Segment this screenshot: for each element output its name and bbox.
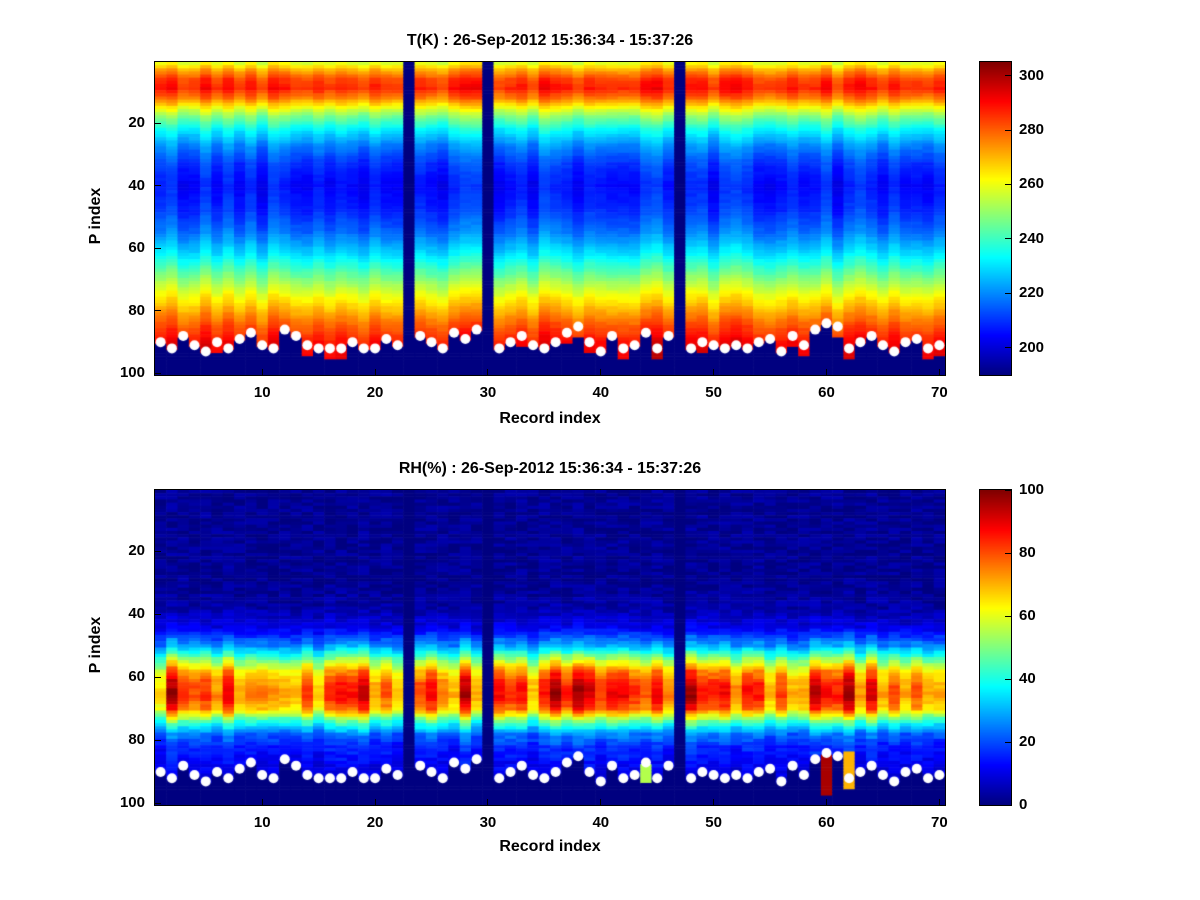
colorbar-tick-mark (1005, 292, 1011, 294)
y-tick-label: 20 (128, 114, 145, 132)
colorbar-tick-mark (1005, 238, 1011, 240)
y-tick-mark (155, 122, 161, 124)
colorbar-tick-mark (1005, 741, 1011, 743)
y-tick-label: 60 (128, 239, 145, 257)
colorbar-tick-label: 100 (1019, 481, 1045, 498)
colorbar-tick-mark (1005, 347, 1011, 349)
y-tick-label: 20 (128, 542, 145, 560)
y-tick-label: 40 (128, 176, 145, 194)
colorbar-tick-label: 220 (1019, 284, 1045, 302)
y-tick-mark (155, 372, 161, 374)
x-tick-label: 60 (818, 384, 835, 401)
x-tick-label: 50 (705, 384, 722, 401)
x-tick-label: 20 (366, 384, 384, 401)
colorbar-tick-mark (1005, 129, 1011, 131)
colorbar-tick-mark (1005, 489, 1011, 491)
colorbar-tick-mark (1005, 183, 1011, 185)
y-tick-mark (155, 550, 161, 552)
colorbar-tick-label: 260 (1019, 175, 1045, 193)
y-tick-mark (155, 739, 161, 741)
x-tick-label: 60 (818, 814, 835, 831)
x-tick-label: 70 (931, 814, 948, 831)
x-axis-label-humidity: Record index (499, 838, 601, 855)
humidity-heatmap-canvas (154, 489, 946, 806)
x-tick-mark (713, 799, 715, 805)
x-tick-mark (374, 369, 376, 375)
colorbar-tick-label: 40 (1019, 670, 1036, 687)
plot-title-humidity: RH(%) : 26-Sep-2012 15:36:34 - 15:37:26 (398, 460, 702, 477)
colorbar-tick-label: 280 (1019, 121, 1045, 139)
x-tick-label: 30 (479, 384, 497, 401)
x-tick-mark (261, 799, 263, 805)
colorbar-tick-mark (1005, 75, 1011, 77)
colorbar-tick-mark (1005, 615, 1011, 617)
x-tick-mark (600, 799, 602, 805)
temperature-colorbar (979, 61, 1012, 376)
y-tick-mark (155, 676, 161, 678)
x-tick-label: 30 (479, 814, 497, 831)
x-tick-label: 50 (705, 814, 722, 831)
x-tick-mark (938, 799, 940, 805)
plot-title-temperature: T(K) : 26-Sep-2012 15:36:34 - 15:37:26 (406, 32, 694, 49)
colorbar-tick-label: 60 (1019, 607, 1036, 624)
x-tick-mark (826, 369, 827, 375)
x-tick-label: 20 (366, 814, 384, 831)
y-tick-mark (155, 247, 161, 249)
y-tick-label: 80 (128, 731, 145, 749)
y-tick-label: 40 (128, 605, 145, 623)
humidity-colorbar (979, 489, 1012, 806)
y-tick-mark (155, 310, 161, 312)
y-tick-mark (155, 802, 161, 804)
colorbar-tick-label: 240 (1019, 229, 1045, 247)
x-tick-mark (826, 799, 827, 805)
colorbar-tick-label: 200 (1019, 338, 1045, 356)
y-tick-label: 100 (119, 794, 145, 812)
y-tick-label: 80 (128, 301, 145, 319)
y-tick-label: 100 (119, 364, 145, 382)
x-tick-label: 10 (253, 384, 271, 401)
colorbar-tick-mark (1005, 552, 1011, 554)
x-tick-label: 40 (592, 384, 610, 401)
x-tick-mark (374, 799, 376, 805)
x-tick-label: 40 (592, 814, 610, 831)
colorbar-tick-label: 80 (1019, 544, 1036, 561)
colorbar-tick-mark (1005, 804, 1011, 806)
x-tick-mark (261, 369, 263, 375)
x-tick-label: 10 (253, 814, 271, 831)
colorbar-tick-label: 300 (1019, 66, 1045, 84)
colorbar-tick-label: 0 (1019, 796, 1028, 813)
colorbar-tick-mark (1005, 678, 1011, 680)
x-tick-mark (938, 369, 940, 375)
x-tick-label: 70 (931, 384, 948, 401)
x-tick-mark (600, 369, 602, 375)
x-tick-mark (487, 799, 489, 805)
x-tick-mark (487, 369, 489, 375)
y-tick-mark (155, 185, 161, 187)
temperature-heatmap-canvas (154, 61, 946, 376)
y-tick-label: 60 (128, 668, 145, 686)
x-tick-mark (713, 369, 715, 375)
x-axis-label-temperature: Record index (499, 410, 601, 427)
colorbar-tick-label: 20 (1019, 733, 1036, 750)
y-tick-mark (155, 613, 161, 615)
